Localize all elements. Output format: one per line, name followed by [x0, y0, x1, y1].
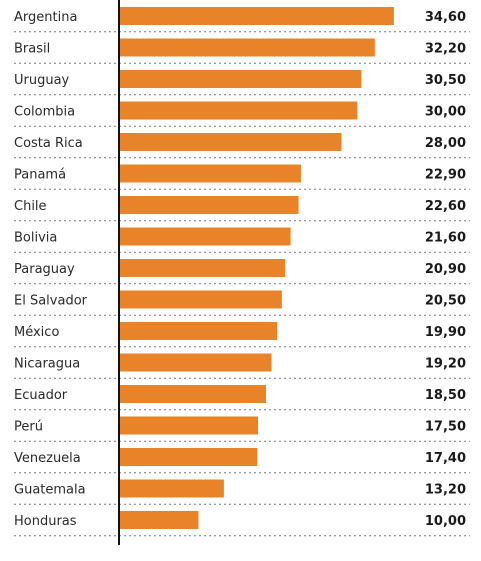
category-label: Bolivia: [14, 231, 57, 246]
bar-guatemala: [119, 479, 224, 498]
bar-brasil: [119, 38, 375, 57]
bar-colombia: [119, 101, 358, 120]
category-label: Uruguay: [14, 73, 70, 88]
category-label: Argentina: [14, 10, 77, 25]
category-label: Panamá: [14, 168, 66, 183]
value-label: 19,20: [425, 357, 466, 372]
value-label: 30,00: [425, 105, 466, 120]
bar-panamá: [119, 164, 301, 183]
value-label: 17,40: [425, 451, 466, 466]
value-label: 10,00: [425, 514, 466, 529]
bar-ecuador: [119, 385, 266, 403]
value-label: 32,20: [425, 42, 466, 57]
value-label: 30,50: [425, 73, 466, 88]
value-label: 22,90: [425, 168, 466, 183]
category-label: Colombia: [14, 105, 75, 120]
label-layer: Argentina 34,60 Brasil 32,20 Uruguay 30,50 Col…: [14, 10, 466, 529]
value-label: 22,60: [425, 199, 466, 214]
value-label: 20,50: [425, 294, 466, 309]
bar-argentina: [119, 7, 394, 25]
value-label: 18,50: [425, 388, 466, 403]
bar-nicaragua: [119, 353, 272, 372]
category-label: Brasil: [14, 42, 50, 57]
category-label: Paraguay: [14, 262, 75, 277]
value-label: 19,90: [425, 325, 466, 340]
bar-el-salvador: [119, 290, 282, 309]
value-label: 21,60: [425, 231, 466, 246]
bar-venezuela: [119, 448, 258, 466]
category-label: El Salvador: [14, 294, 88, 309]
bar-layer: [119, 7, 394, 529]
category-label: Venezuela: [14, 451, 81, 466]
category-label: Costa Rica: [14, 136, 83, 151]
category-label: Honduras: [14, 514, 77, 529]
value-label: 28,00: [425, 136, 466, 151]
category-label: Nicaragua: [14, 357, 80, 372]
grid-layer: [14, 31, 470, 537]
value-label: 20,90: [425, 262, 466, 277]
category-label: Perú: [14, 420, 43, 435]
bar-perú: [119, 416, 259, 435]
category-label: México: [14, 325, 59, 340]
value-label: 34,60: [425, 10, 466, 25]
bar-paraguay: [119, 259, 286, 277]
category-label: Ecuador: [14, 388, 68, 403]
bar-bolivia: [119, 227, 291, 246]
category-label: Chile: [14, 199, 47, 214]
bar-chile: [119, 196, 299, 214]
bar-honduras: [119, 511, 199, 529]
bar-uruguay: [119, 70, 362, 88]
bar-méxico: [119, 322, 278, 340]
value-label: 13,20: [425, 483, 466, 498]
category-label: Guatemala: [14, 483, 86, 498]
bar-costa-rica: [119, 133, 342, 151]
value-label: 17,50: [425, 420, 466, 435]
